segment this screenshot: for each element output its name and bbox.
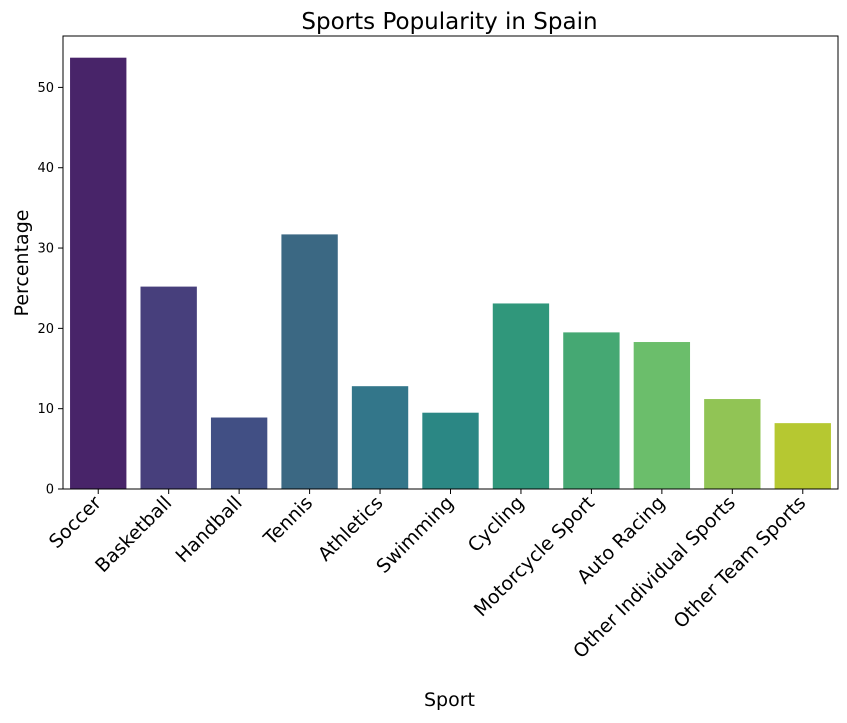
x-axis-label: Sport xyxy=(424,689,475,711)
bar-athletics xyxy=(351,386,409,489)
bar-auto-racing xyxy=(633,342,691,489)
bar-handball xyxy=(210,417,268,489)
y-tick-label: 30 xyxy=(37,242,54,257)
bar-cycling xyxy=(492,303,550,489)
x-tick-label: Swimming xyxy=(372,492,458,578)
y-axis-label: Percentage xyxy=(11,210,33,317)
x-tick-label: Cycling xyxy=(464,492,529,557)
x-tick-label: Soccer xyxy=(45,492,106,553)
y-tick-label: 50 xyxy=(37,81,54,96)
y-tick-label: 20 xyxy=(37,322,54,337)
y-tick-label: 10 xyxy=(37,402,54,417)
bar-motorcycle-sport xyxy=(563,332,620,489)
bar-swimming xyxy=(422,412,479,489)
x-tick-label: Athletics xyxy=(314,492,388,566)
x-tick-label: Motorcycle Sport xyxy=(470,492,599,621)
x-tick-label: Other Team Sports xyxy=(669,492,810,633)
x-tick-label: Basketball xyxy=(91,492,176,577)
bar-soccer xyxy=(70,57,127,489)
chart-title: Sports Popularity in Spain xyxy=(301,9,597,35)
bars-layer xyxy=(70,57,831,489)
bar-other-team-sports xyxy=(774,423,831,489)
x-tick-label: Handball xyxy=(172,492,247,567)
y-tick-label: 0 xyxy=(46,483,54,498)
y-tick-label: 40 xyxy=(37,161,54,176)
bar-basketball xyxy=(140,286,197,489)
bar-tennis xyxy=(281,234,338,489)
bar-other-individual-sports xyxy=(704,399,761,489)
x-tick-label: Tennis xyxy=(259,492,317,550)
